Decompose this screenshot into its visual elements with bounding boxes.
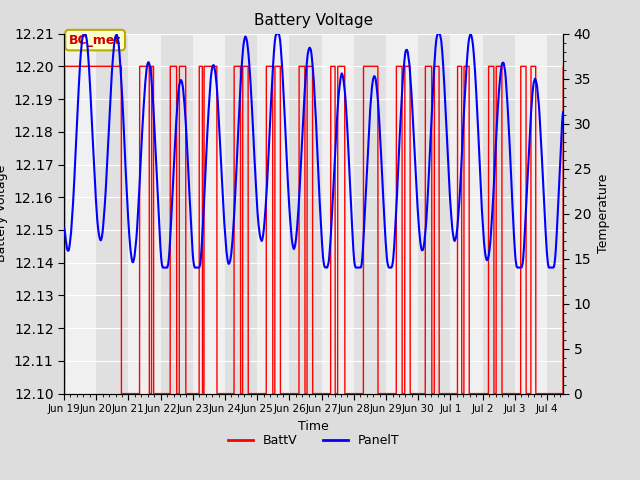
Bar bbox=[322, 34, 354, 394]
Bar bbox=[483, 34, 515, 394]
Bar bbox=[193, 34, 225, 394]
Bar bbox=[225, 34, 257, 394]
Title: Battery Voltage: Battery Voltage bbox=[254, 13, 373, 28]
Legend: BattV, PanelT: BattV, PanelT bbox=[223, 429, 404, 452]
Bar bbox=[257, 34, 289, 394]
Bar bbox=[96, 34, 129, 394]
Bar bbox=[354, 34, 386, 394]
Bar bbox=[161, 34, 193, 394]
Bar bbox=[451, 34, 483, 394]
Bar bbox=[386, 34, 419, 394]
Bar bbox=[419, 34, 451, 394]
Bar bbox=[129, 34, 161, 394]
Bar bbox=[289, 34, 322, 394]
Bar bbox=[64, 34, 96, 394]
Bar bbox=[515, 34, 547, 394]
Y-axis label: Battery Voltage: Battery Voltage bbox=[0, 165, 8, 262]
Bar bbox=[547, 34, 563, 394]
Y-axis label: Temperature: Temperature bbox=[596, 174, 610, 253]
X-axis label: Time: Time bbox=[298, 420, 329, 432]
Text: BC_met: BC_met bbox=[69, 34, 121, 47]
